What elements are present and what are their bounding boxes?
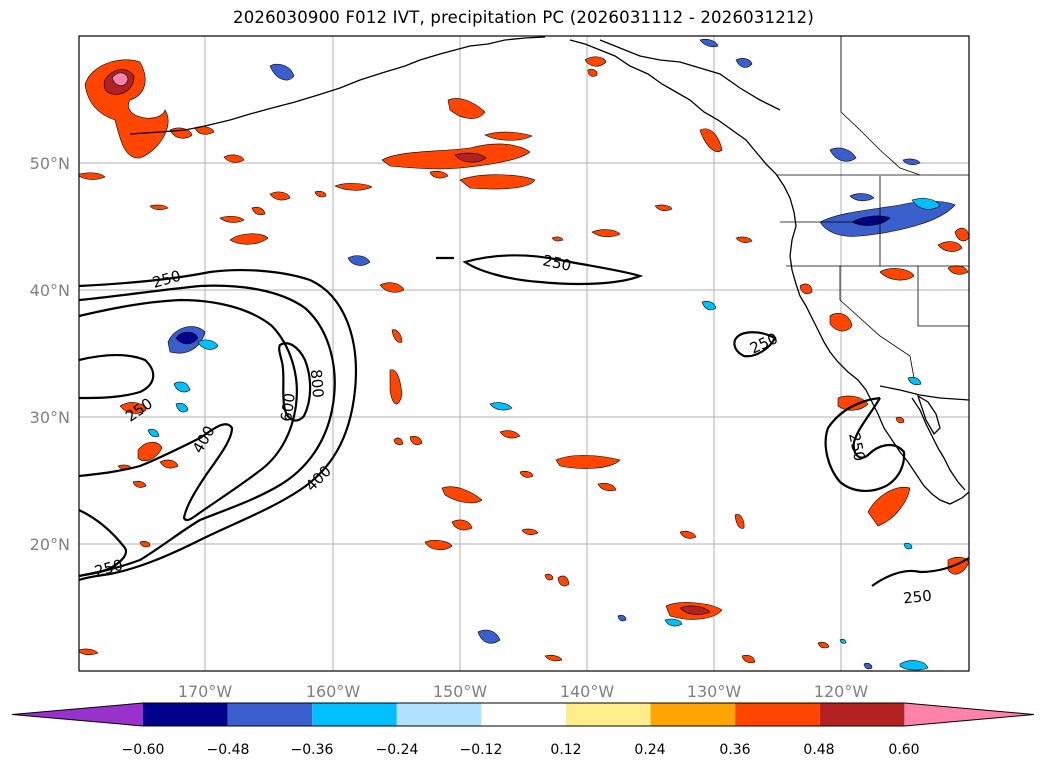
coastlines (129, 36, 970, 505)
colorbar-bin (904, 703, 1034, 726)
colorbar-bin (312, 703, 397, 726)
lat-tick: 40°N (30, 281, 70, 300)
map-panel: 250 250 250 250 250 250 400 400 600 800 … (78, 35, 970, 672)
colorbar-tick-label: −0.60 (122, 742, 165, 758)
colorbar-bin (735, 703, 820, 726)
ivt-contours (78, 254, 970, 587)
lon-tick: 170°W (178, 682, 233, 701)
lat-tick: 50°N (30, 154, 70, 173)
lon-tick: 120°W (814, 682, 869, 701)
colorbar-ticks: −0.60 −0.48 −0.36 −0.24 −0.12 0.12 0.24 … (122, 742, 920, 758)
colorbar-tick-label: 0.48 (803, 742, 834, 758)
colorbar-tick-label: −0.48 (207, 742, 250, 758)
colorbar-tick-label: −0.12 (460, 742, 503, 758)
lat-tick: 20°N (30, 535, 70, 554)
colorbar: −0.60 −0.48 −0.36 −0.24 −0.12 0.12 0.24 … (11, 702, 1035, 758)
colorbar-bin (143, 703, 228, 726)
lon-tick: 160°W (306, 682, 361, 701)
colorbar-bin (819, 703, 905, 726)
map-frame (78, 35, 970, 672)
colorbar-tick-label: 0.24 (634, 742, 665, 758)
colorbar-bin (566, 703, 651, 726)
colorbar-tick-label: −0.24 (376, 742, 419, 758)
lon-tick: 150°W (433, 682, 488, 701)
map-title: 2026030900 F012 IVT, precipitation PC (2… (233, 8, 814, 27)
colorbar-tick-label: 0.60 (888, 742, 919, 758)
lon-tick: 130°W (687, 682, 742, 701)
colorbar-bin (227, 703, 313, 726)
colorbar-bin (650, 703, 736, 726)
colorbar-tick-label: 0.12 (550, 742, 581, 758)
precip-patches (78, 38, 970, 671)
colorbar-outline (11, 702, 1035, 727)
colorbar-tick-label: −0.36 (291, 742, 334, 758)
colorbar-bin (12, 703, 143, 726)
contour-label: 800 (307, 369, 327, 399)
colorbar-bin (396, 703, 482, 726)
contour-label: 250 (845, 431, 869, 463)
lat-axis: 50°N 40°N 30°N 20°N (30, 154, 70, 554)
lon-axis: 170°W 160°W 150°W 140°W 130°W 120°W (178, 682, 869, 701)
contour-label: 600 (277, 392, 299, 423)
lat-tick: 30°N (30, 408, 70, 427)
colorbar-tick-label: 0.36 (719, 742, 750, 758)
gridlines (79, 36, 969, 671)
lon-tick: 140°W (560, 682, 615, 701)
contour-label: 250 (902, 587, 932, 608)
contour-label: 250 (541, 251, 573, 275)
colorbar-bin (481, 703, 566, 726)
